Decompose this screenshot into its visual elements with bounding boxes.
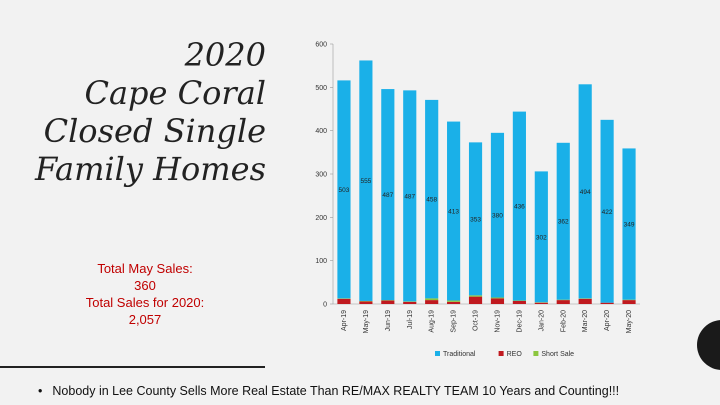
footer-note: • Nobody in Lee County Sells More Real Es… — [38, 384, 619, 398]
bar-segment — [468, 142, 483, 296]
x-tick-label: Aug-19 — [429, 310, 436, 333]
bar-segment — [447, 301, 461, 304]
bullet-icon: • — [38, 384, 43, 398]
bar-segment — [359, 301, 373, 304]
x-tick-label: Sep-19 — [451, 310, 458, 333]
bar-segment — [359, 60, 373, 301]
bar-segment — [425, 298, 439, 301]
bar-segment — [490, 132, 505, 298]
data-label: 458 — [426, 197, 437, 204]
x-tick-label: Nov-19 — [494, 310, 501, 333]
bar-segment — [447, 300, 461, 302]
x-tick-label: Dec-19 — [516, 310, 523, 333]
bar-segment — [556, 300, 570, 304]
data-label: 487 — [382, 192, 393, 199]
y-tick-label: 600 — [315, 42, 327, 49]
bar-segment — [578, 298, 592, 304]
bar-segment — [622, 300, 636, 304]
x-tick-label: Mar-20 — [582, 310, 589, 332]
bar-segment — [337, 80, 351, 299]
data-label: 494 — [580, 189, 591, 196]
y-tick-label: 100 — [315, 258, 327, 265]
y-tick-label: 400 — [315, 128, 327, 135]
legend-swatch — [498, 351, 504, 356]
title-line: 2020 — [184, 36, 266, 74]
x-tick-label: Jun-19 — [385, 310, 392, 332]
bar-segment — [468, 295, 483, 297]
bar-segment — [468, 296, 483, 304]
bar-segment — [534, 302, 548, 304]
bar-segment — [447, 121, 461, 301]
legend-label: Traditional — [443, 351, 476, 358]
data-label: 503 — [339, 187, 350, 194]
legend-label: Short Sale — [541, 351, 574, 358]
y-tick-label: 500 — [315, 85, 327, 92]
bar-segment — [403, 90, 417, 302]
bar-segment — [381, 300, 395, 304]
bar-segment — [512, 111, 526, 301]
x-tick-label: May-19 — [363, 310, 370, 333]
y-tick-label: 300 — [315, 172, 327, 179]
divider-line — [0, 366, 265, 368]
bar-segment — [490, 297, 505, 299]
bar-segment — [381, 89, 395, 301]
title-line: Family Homes — [34, 150, 266, 188]
may-sales-label: Total May Sales: — [97, 261, 193, 276]
data-label: 413 — [448, 209, 459, 216]
year-sales-value: 2,057 — [128, 312, 162, 327]
bar-segment — [622, 148, 636, 300]
legend-swatch — [435, 351, 440, 356]
footer-text: Nobody in Lee County Sells More Real Est… — [52, 384, 620, 398]
may-sales-value: 360 — [134, 278, 156, 293]
data-label: 349 — [624, 222, 635, 229]
bar-segment — [425, 99, 439, 299]
data-label: 380 — [492, 213, 503, 220]
data-label: 353 — [470, 216, 481, 223]
x-tick-label: Oct-19 — [473, 310, 480, 331]
x-tick-label: May-20 — [626, 310, 633, 333]
year-sales-label: Total Sales for 2020: — [85, 295, 205, 310]
bar-segment — [337, 298, 351, 304]
chart-title: 2020 Cape Coral Closed Single Family Hom… — [0, 36, 266, 188]
x-tick-label: Apr-20 — [604, 310, 611, 331]
x-tick-label: Jan-20 — [538, 310, 545, 332]
title-line: Cape Coral — [84, 74, 266, 112]
legend-label: REO — [507, 351, 523, 358]
data-label: 436 — [514, 204, 525, 211]
data-label: 362 — [558, 219, 569, 226]
data-label: 487 — [404, 193, 415, 200]
sales-summary: Total May Sales: 360 Total Sales for 202… — [60, 260, 230, 328]
title-line: Closed Single — [43, 112, 266, 150]
bar-segment — [403, 301, 417, 304]
bar-segment — [556, 142, 570, 300]
x-tick-label: Feb-20 — [560, 310, 567, 332]
bar-segment — [534, 171, 548, 303]
bar-segment — [490, 298, 505, 304]
data-label: 422 — [602, 209, 613, 216]
bar-segment — [578, 84, 592, 299]
x-tick-label: Jul-19 — [407, 310, 414, 329]
decorative-circle — [697, 320, 720, 370]
y-tick-label: 200 — [315, 215, 327, 222]
x-tick-label: Apr-19 — [341, 310, 348, 331]
y-tick-label: 0 — [323, 302, 327, 309]
bar-segment — [600, 119, 614, 303]
bar-segment — [600, 302, 614, 304]
data-label: 302 — [536, 234, 547, 241]
legend-swatch — [533, 351, 539, 356]
bar-segment — [512, 300, 526, 304]
data-label: 555 — [360, 178, 371, 185]
bar-segment — [425, 300, 439, 304]
